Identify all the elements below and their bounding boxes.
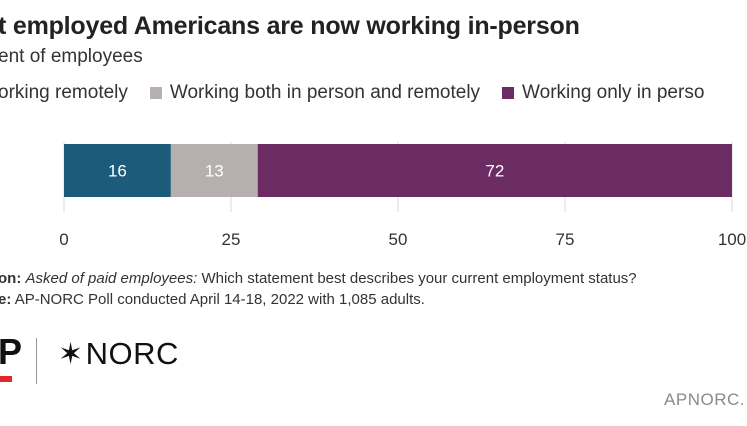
legend-swatch-in-person	[502, 87, 515, 99]
bar-segment	[170, 144, 258, 197]
question-italic: Asked of paid employees:	[25, 270, 198, 287]
chart-legend: orking remotely Working both in person a…	[0, 82, 726, 104]
legend-label-remote: orking remotely	[0, 82, 128, 103]
legend-label-both: Working both in person and remotely	[169, 82, 481, 103]
legend-item-remote: orking remotely	[0, 82, 128, 104]
logo-divider	[36, 338, 37, 384]
chart-notes: on: Asked of paid employees: Which state…	[0, 268, 637, 310]
legend-item-in-person: Working only in perso	[502, 82, 704, 104]
data-label: 16	[108, 162, 127, 181]
question-text: Which statement best describes your curr…	[201, 270, 637, 287]
x-tick-label: 100	[718, 230, 746, 249]
source-url: APNORC.	[664, 390, 745, 409]
legend-swatch-both	[149, 87, 162, 99]
source-label: e:	[0, 291, 12, 308]
bar-segment	[257, 144, 732, 197]
chart-subtitle: ent of employees	[0, 46, 143, 67]
legend-item-both: Working both in person and remotely	[149, 82, 481, 104]
norc-star-icon: ✶	[58, 337, 84, 371]
x-tick-label: 50	[389, 230, 408, 249]
x-tick-label: 75	[556, 230, 575, 249]
ap-logo: P	[0, 331, 23, 372]
data-label: 72	[485, 162, 504, 181]
source-text: AP-NORC Poll conducted April 14-18, 2022…	[14, 291, 425, 308]
norc-logo-text: NORC	[85, 336, 179, 371]
question-note: on: Asked of paid employees: Which state…	[0, 268, 637, 289]
chart-title: t employed Americans are now working in-…	[0, 12, 580, 40]
norc-logo: ✶ NORC	[58, 336, 179, 372]
source-note: e: AP-NORC Poll conducted April 14-18, 2…	[0, 289, 637, 310]
x-tick-label: 0	[59, 230, 68, 249]
stacked-bar-chart: 16 13 72 0 25 50 75 100	[59, 142, 746, 249]
x-tick-label: 25	[222, 230, 241, 249]
question-label: on:	[0, 270, 22, 287]
data-label: 13	[205, 162, 224, 181]
legend-label-in-person: Working only in perso	[522, 82, 705, 103]
ap-logo-red-bar	[0, 376, 12, 382]
bar-segment	[64, 144, 171, 197]
